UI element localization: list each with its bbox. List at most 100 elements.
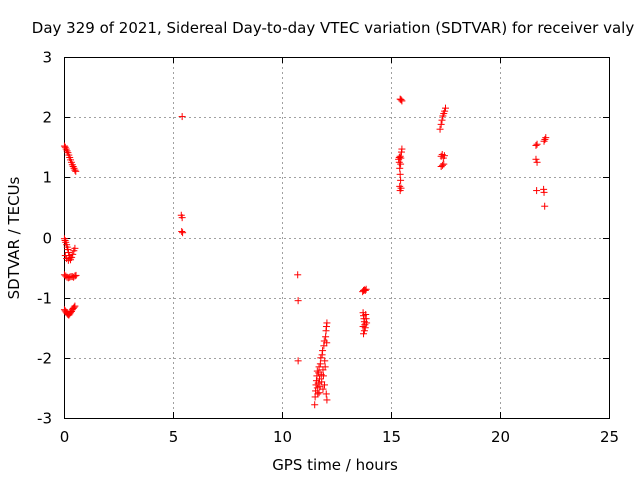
x-tick-label: 20 xyxy=(491,428,510,446)
data-point xyxy=(61,252,69,260)
data-point xyxy=(63,255,71,263)
data-point xyxy=(316,360,324,368)
data-point xyxy=(322,333,330,341)
data-point xyxy=(441,107,449,115)
y-tick-label: -3 xyxy=(37,410,52,428)
data-point xyxy=(362,285,370,293)
data-point xyxy=(398,97,406,105)
data-point xyxy=(178,227,186,235)
data-point xyxy=(442,104,449,112)
data-point xyxy=(360,327,368,335)
data-point xyxy=(67,309,75,317)
data-point xyxy=(64,246,72,254)
data-point xyxy=(61,237,69,245)
data-point xyxy=(319,347,327,355)
data-point xyxy=(71,302,79,310)
data-point xyxy=(315,389,323,397)
data-point xyxy=(395,158,403,166)
data-point xyxy=(67,308,75,316)
data-point xyxy=(541,135,549,143)
x-tick-label: 25 xyxy=(600,428,619,446)
data-point xyxy=(178,214,186,222)
y-tick-label: 0 xyxy=(42,230,52,248)
data-point xyxy=(397,160,405,168)
data-point xyxy=(319,372,327,380)
data-point xyxy=(436,125,444,133)
data-point xyxy=(68,161,76,169)
data-point xyxy=(178,113,186,121)
data-point xyxy=(62,145,70,153)
data-point xyxy=(315,363,323,371)
y-axis-label: SDTVAR / TECUs xyxy=(5,176,23,299)
data-point xyxy=(396,95,404,103)
y-axis-tick-labels: -3 -2 -1 0 1 2 3 xyxy=(37,49,52,428)
data-point xyxy=(69,163,77,171)
data-point xyxy=(322,390,330,398)
data-point xyxy=(533,187,541,195)
data-point xyxy=(540,137,548,145)
data-point xyxy=(72,167,80,175)
data-point xyxy=(60,142,68,150)
data-point xyxy=(397,184,405,192)
data-point xyxy=(321,381,329,389)
axis-ticks xyxy=(64,57,610,419)
x-tick-label: 5 xyxy=(169,428,179,446)
data-point xyxy=(72,271,80,279)
data-point xyxy=(396,170,404,178)
data-point xyxy=(398,145,406,153)
data-point xyxy=(397,176,405,184)
data-point xyxy=(69,250,77,258)
x-tick-label: 0 xyxy=(60,428,70,446)
data-point xyxy=(533,158,541,166)
data-point xyxy=(321,357,329,365)
y-tick-label: 3 xyxy=(42,49,52,67)
data-point xyxy=(397,96,405,104)
data-point xyxy=(323,319,331,327)
y-tick-label: 1 xyxy=(42,169,52,187)
data-point xyxy=(397,154,405,162)
data-point xyxy=(64,256,72,264)
data-point xyxy=(63,147,71,155)
data-point xyxy=(294,271,302,279)
data-point xyxy=(313,367,321,375)
data-point xyxy=(396,164,404,172)
data-point xyxy=(438,116,446,124)
data-point xyxy=(321,363,329,371)
data-point xyxy=(68,253,76,261)
chart-title: Day 329 of 2021, Sidereal Day-to-day VTE… xyxy=(32,19,635,37)
data-point xyxy=(60,235,68,243)
data-point xyxy=(311,401,319,409)
data-point xyxy=(533,140,541,148)
x-tick-label: 10 xyxy=(273,428,292,446)
plot-frame xyxy=(64,57,610,419)
data-point xyxy=(71,244,79,252)
data-point xyxy=(363,319,371,327)
data-point xyxy=(70,303,78,311)
data-point xyxy=(179,229,187,237)
data-point xyxy=(532,141,540,149)
x-tick-label: 15 xyxy=(382,428,401,446)
data-point xyxy=(71,272,79,280)
data-point xyxy=(540,188,548,196)
data-point xyxy=(65,249,73,257)
data-point xyxy=(294,297,302,305)
data-point xyxy=(323,339,331,347)
x-axis-label: GPS time / hours xyxy=(272,456,398,474)
x-axis-tick-labels: 0 5 10 15 20 25 xyxy=(60,428,619,446)
data-point xyxy=(319,385,327,393)
data-point xyxy=(61,143,69,151)
data-point xyxy=(361,286,369,294)
data-point xyxy=(314,379,322,387)
data-point xyxy=(542,134,550,142)
data-point xyxy=(437,120,445,128)
data-point xyxy=(360,330,368,338)
data-point xyxy=(541,202,549,210)
data-point xyxy=(294,357,302,365)
data-point xyxy=(360,286,368,294)
data-point xyxy=(317,354,325,362)
data-point xyxy=(71,166,79,174)
y-tick-label: -2 xyxy=(37,350,52,368)
data-point xyxy=(396,152,404,160)
data-points xyxy=(60,95,550,409)
